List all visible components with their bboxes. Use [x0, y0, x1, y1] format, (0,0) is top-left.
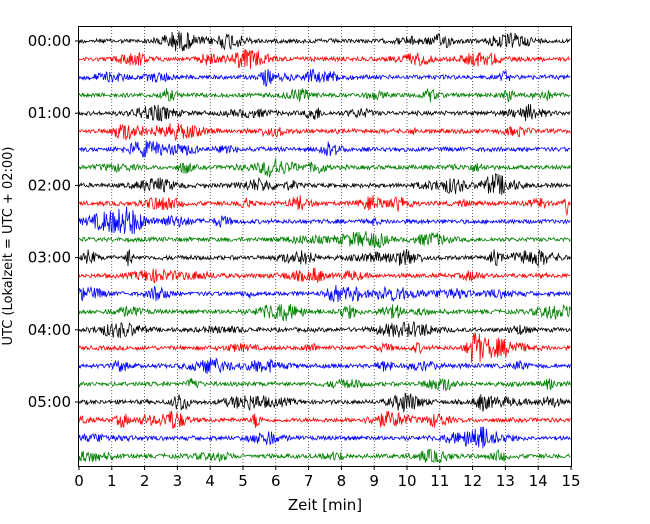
x-axis-label: Zeit [min] — [288, 496, 362, 514]
trace-line — [78, 391, 571, 413]
trace-line — [78, 426, 571, 449]
trace-line — [78, 158, 571, 179]
x-tick-label: 2 — [140, 472, 150, 490]
x-tick-label: 8 — [337, 472, 347, 490]
trace-line — [78, 357, 571, 375]
y-tick-label: 02:00 — [28, 176, 71, 194]
x-tick-label: 1 — [107, 472, 117, 490]
y-tick-label: 03:00 — [28, 249, 71, 267]
y-tick-label: 00:00 — [28, 32, 71, 50]
x-tick-label: 3 — [173, 472, 183, 490]
plot-frame — [78, 26, 572, 467]
x-tick-label: 12 — [463, 472, 482, 490]
x-tick-label: 6 — [271, 472, 281, 490]
trace-line — [78, 31, 571, 52]
trace-line — [78, 303, 571, 321]
trace-line — [78, 87, 571, 103]
y-axis-ticks: 00:00 01:00 02:00 03:00 04:00 05:00 — [28, 32, 79, 411]
trace-line — [78, 206, 571, 235]
trace-line — [78, 48, 571, 69]
trace-line — [78, 140, 571, 158]
trace-line — [78, 172, 571, 195]
x-tick-label: 15 — [561, 472, 580, 490]
trace-line — [78, 332, 571, 363]
trace-line — [78, 123, 571, 142]
x-axis-ticks: 0 1 2 3 4 5 6 7 8 9 10 11 12 13 14 15 — [74, 466, 581, 490]
trace-line — [78, 285, 571, 302]
seismogram-traces — [78, 31, 571, 464]
minute-gridlines — [111, 27, 539, 466]
x-tick-label: 9 — [369, 472, 379, 490]
x-tick-label: 0 — [74, 472, 84, 490]
trace-line — [78, 321, 571, 339]
trace-line — [78, 267, 571, 284]
y-tick-label: 05:00 — [28, 393, 71, 411]
x-tick-label: 7 — [304, 472, 314, 490]
trace-line — [78, 448, 571, 464]
x-tick-label: 5 — [238, 472, 248, 490]
x-tick-label: 11 — [430, 472, 449, 490]
trace-line — [78, 195, 571, 216]
y-tick-label: 04:00 — [28, 321, 71, 339]
trace-line — [78, 231, 571, 249]
x-tick-label: 14 — [529, 472, 548, 490]
trace-line — [78, 410, 571, 429]
x-tick-label: 13 — [496, 472, 515, 490]
trace-line — [78, 103, 571, 122]
trace-line — [78, 68, 571, 87]
trace-line — [78, 248, 571, 268]
trace-line — [78, 378, 571, 392]
x-tick-label: 4 — [205, 472, 215, 490]
y-tick-label: 01:00 — [28, 104, 71, 122]
y-axis-label: UTC (Lokalzeit = UTC + 02:00) — [1, 147, 16, 346]
x-tick-label: 10 — [397, 472, 416, 490]
